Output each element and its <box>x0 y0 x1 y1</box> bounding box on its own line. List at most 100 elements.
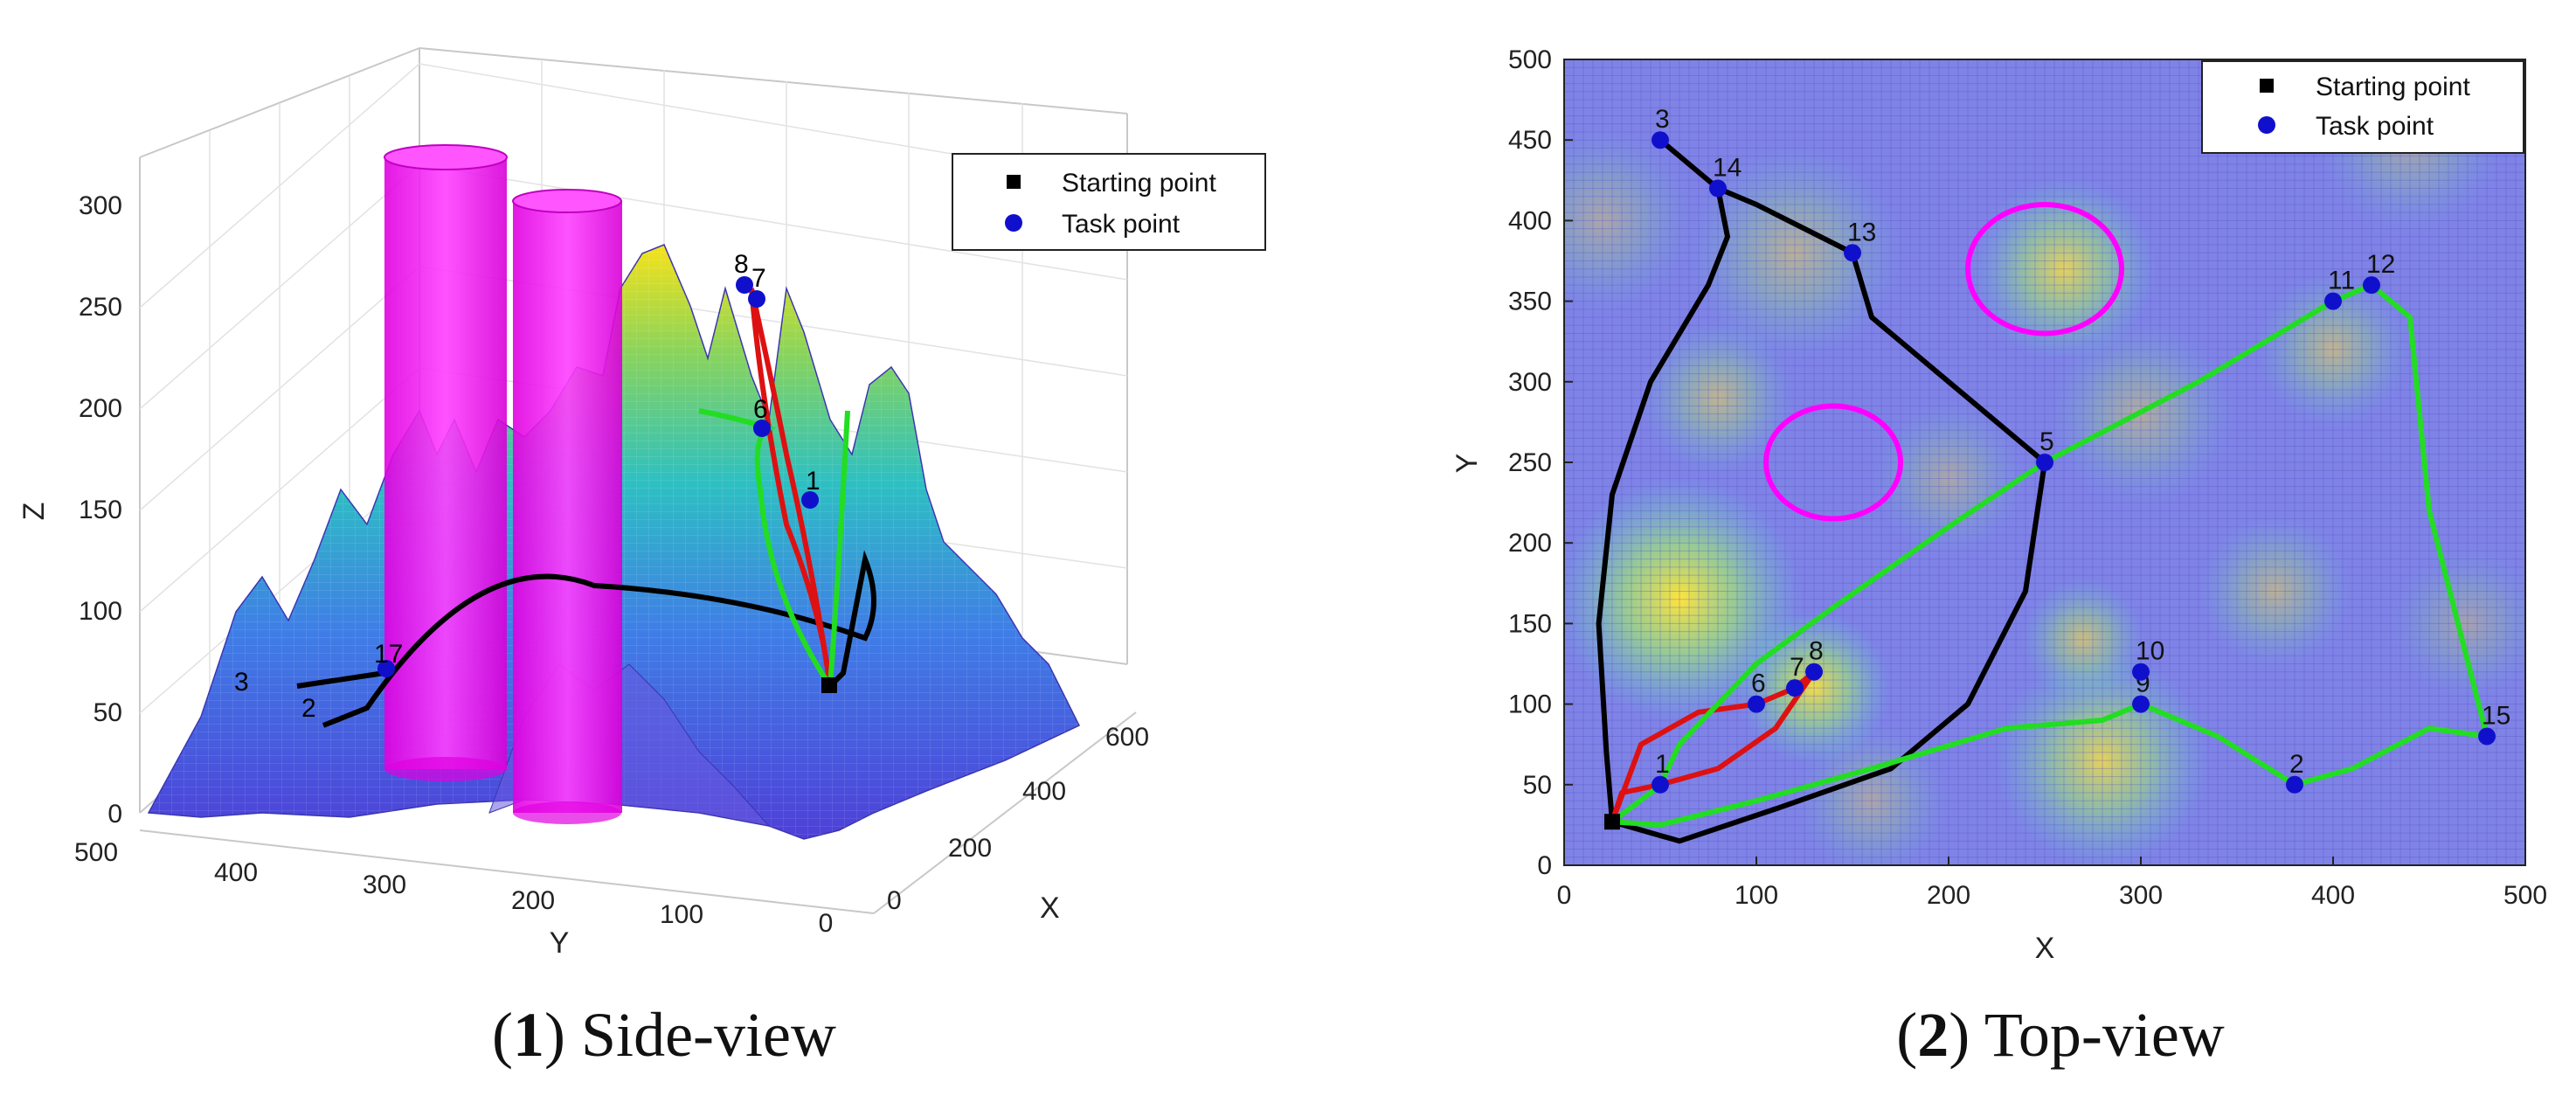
heatmap-hotspot <box>1872 401 2025 556</box>
task-point <box>1786 679 1804 697</box>
top-axes: 0 100 200 300 400 500 0 50 100 150 200 250 300 350 400… <box>1508 45 2547 910</box>
legend-starting-point-marker <box>1007 175 1021 189</box>
y-tick-label: 0 <box>1537 851 1552 880</box>
legend-task-point-marker <box>2258 116 2275 134</box>
cylinder-obstacle-1 <box>384 144 508 781</box>
side-point-labels: 8 7 6 1 17 2 3 <box>234 250 821 723</box>
task-point-label: 11 <box>2328 267 2355 295</box>
y-tick-label: 300 <box>363 871 406 899</box>
side-task-point <box>377 660 395 677</box>
task-point-label: 3 <box>1655 105 1670 134</box>
task-point <box>2478 727 2496 746</box>
x-tick-label: 0 <box>887 886 902 915</box>
side-path-green <box>698 408 850 688</box>
legend-starting-point-label: Starting point <box>1062 169 1216 198</box>
caption-top-view-text: Top-view <box>1970 1000 2225 1070</box>
heatmap-grid <box>1564 59 2525 865</box>
y-tick-label: 450 <box>1508 126 1552 155</box>
task-point-label: 6 <box>1751 669 1766 698</box>
z-tick-label: 300 <box>79 191 122 220</box>
circle-obstacle <box>1763 403 1903 522</box>
x-tick-label: 600 <box>1105 723 1149 752</box>
legend-task-point-marker <box>1005 214 1022 232</box>
side-x-axis: 0 200 400 600 <box>873 711 1149 915</box>
top-x-axis-label: X <box>2035 932 2055 965</box>
caption-side-view-number: 1 <box>513 1000 544 1070</box>
task-point-label: 8 <box>1809 637 1824 666</box>
heatmap-hotspot <box>1994 652 2211 865</box>
y-tick-label: 0 <box>819 909 834 938</box>
y-tick-label: 250 <box>1508 448 1552 477</box>
circle-obstacle <box>1965 201 2124 336</box>
side-task-point <box>736 276 753 294</box>
y-tick-label: 350 <box>1508 288 1552 316</box>
task-point <box>2132 662 2150 681</box>
task-point <box>2132 695 2150 713</box>
legend-starting-point-label: Starting point <box>2316 73 2470 101</box>
task-point-label: 15 <box>2482 701 2510 730</box>
side-task-point <box>801 491 819 509</box>
cylinder-obstacle-2 <box>512 189 622 824</box>
heatmap-hotspot <box>2021 578 2145 702</box>
z-tick-label: 150 <box>79 496 122 524</box>
task-point-label: 12 <box>2366 250 2395 279</box>
side-task-points <box>377 276 837 693</box>
task-point-label: 1 <box>1655 750 1670 779</box>
task-point-label: 5 <box>2039 427 2054 456</box>
side-point-label: 17 <box>374 640 403 669</box>
task-point-label: 10 <box>2136 637 2164 666</box>
y-tick-label: 150 <box>1508 609 1552 638</box>
heatmap-hotspot <box>1971 177 2157 362</box>
top-legend: Starting point Task point <box>2201 60 2524 154</box>
task-point-label: 13 <box>1847 218 1876 246</box>
heatmap-hotspot <box>2256 272 2410 427</box>
task-point <box>1652 131 1669 149</box>
caption-top-view: (2) Top-view <box>1896 1000 2225 1070</box>
legend-starting-point-marker <box>2260 79 2274 93</box>
y-tick-label: 400 <box>1508 206 1552 235</box>
side-point-label: 7 <box>751 264 766 293</box>
starting-point <box>1604 814 1620 830</box>
heatmap-hotspot <box>1564 128 1695 313</box>
caption-top-view-number: 2 <box>1917 1000 1949 1070</box>
path-line <box>1610 282 2489 828</box>
top-y-axis-label: Y <box>1451 454 1484 474</box>
task-point <box>2324 292 2342 310</box>
side-point-label: 6 <box>753 395 768 424</box>
side-point-label: 3 <box>234 668 249 697</box>
side-point-label: 8 <box>734 250 749 279</box>
z-tick-label: 0 <box>107 800 122 829</box>
side-view-chart: 8 7 6 1 17 2 3 0 50 100 150 200 250 300 … <box>17 47 1266 960</box>
caption-side-view: (1) Side-view <box>492 1000 836 1070</box>
x-tick-label: 400 <box>2311 881 2355 910</box>
x-tick-label: 100 <box>1735 881 1778 910</box>
side-task-point <box>753 420 771 437</box>
y-axis-label: Y <box>550 926 570 960</box>
task-point <box>2286 775 2303 794</box>
y-tick-label: 100 <box>660 900 703 929</box>
y-tick-label: 500 <box>1508 45 1552 74</box>
y-tick-label: 300 <box>1508 368 1552 397</box>
y-tick-label: 400 <box>214 858 258 887</box>
z-tick-label: 200 <box>79 394 122 423</box>
legend-task-point-label: Task point <box>2316 112 2434 141</box>
task-point <box>2363 276 2380 295</box>
y-tick-label: 50 <box>1523 771 1552 800</box>
side-starting-point <box>821 677 837 693</box>
x-tick-label: 400 <box>1022 777 1066 806</box>
heatmap-hotspot <box>2199 514 2352 669</box>
task-point <box>1805 662 1823 681</box>
x-tick-label: 300 <box>2119 881 2163 910</box>
task-point-label: 14 <box>1713 154 1742 183</box>
task-point <box>1748 695 1765 713</box>
task-point <box>1652 775 1669 794</box>
obstacles-top <box>1763 201 2124 522</box>
side-path-black <box>296 550 876 728</box>
task-point <box>1709 179 1727 198</box>
x-tick-label: 500 <box>2503 881 2547 910</box>
x-axis-label: X <box>1040 891 1060 925</box>
z-tick-label: 250 <box>79 293 122 322</box>
z-tick-label: 100 <box>79 597 122 626</box>
side-legend: Starting point Task point <box>952 153 1266 251</box>
